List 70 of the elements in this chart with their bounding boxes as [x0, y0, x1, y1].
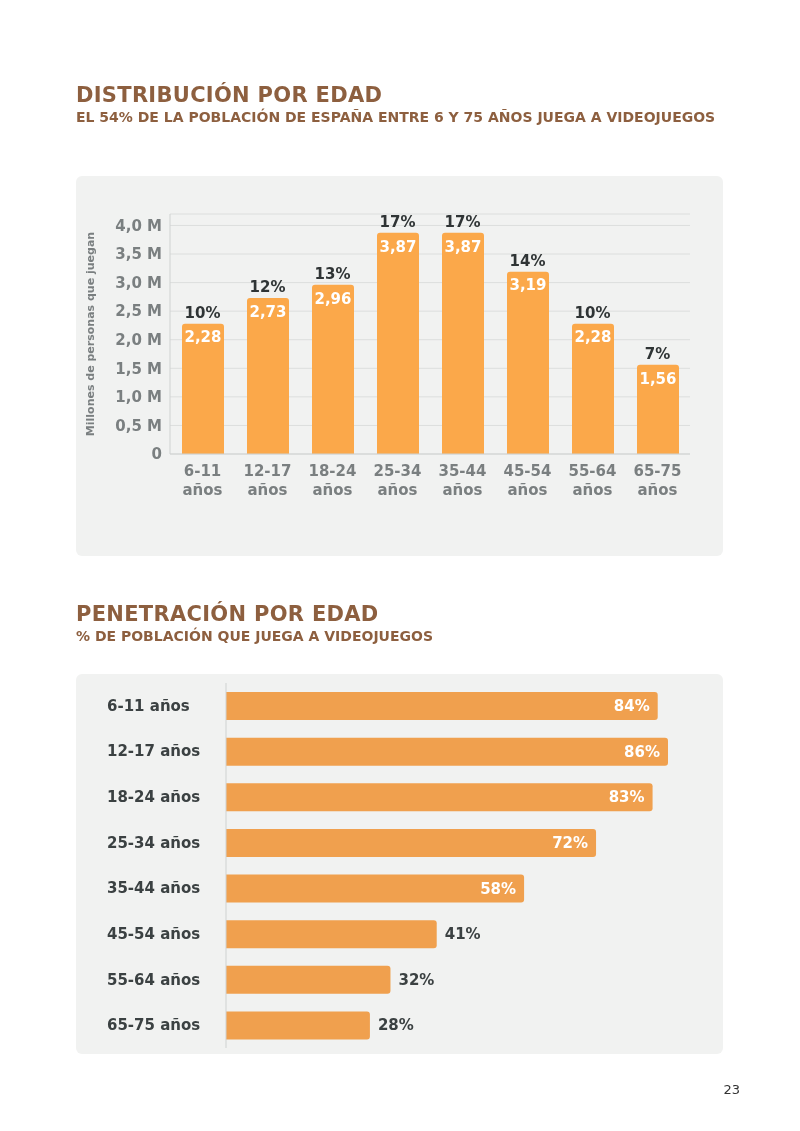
bar — [226, 1011, 370, 1040]
y-tick-label: 3,5 M — [115, 245, 162, 264]
bar — [226, 692, 658, 720]
bar — [637, 364, 679, 454]
y-tick-label: 1,5 M — [115, 359, 162, 378]
data-label: 86% — [624, 742, 660, 761]
bar — [377, 232, 419, 454]
bar — [226, 874, 525, 903]
data-label: 2,73 — [249, 302, 287, 321]
data-label: 2,28 — [574, 328, 612, 347]
data-label: 72% — [552, 833, 589, 852]
y-tick-label: 35-44 años — [107, 879, 201, 898]
y-tick-label: 4,0 M — [115, 216, 162, 235]
y-tick-label: 45-54 años — [107, 924, 201, 943]
data-label: 3,19 — [509, 276, 547, 295]
y-tick-label: 2,0 M — [115, 331, 162, 350]
annotation: 14% — [509, 251, 546, 270]
annotation: 7% — [644, 344, 671, 363]
data-label: 32% — [398, 970, 435, 989]
chart-title: PENETRACIÓN POR EDAD — [76, 602, 380, 626]
data-label: 41% — [444, 925, 481, 944]
y-tick-label: 6-11 años — [107, 696, 190, 715]
data-label: 3,87 — [379, 237, 417, 256]
y-tick-label: 12-17 años — [107, 742, 201, 761]
x-tick-label: 12-17 años — [243, 462, 292, 499]
data-label: 28% — [377, 1016, 414, 1035]
data-label: 58% — [480, 879, 517, 898]
y-tick-label: 65-75 años — [107, 1016, 201, 1035]
chart-subtitle: EL 54% DE LA POBLACIÓN DE ESPAÑA ENTRE 6 Y 75 AÑOS JUEGA A VIDEOJUEGOS — [76, 108, 716, 127]
chart-subtitle: % DE POBLACIÓN QUE JUEGA A VIDEOJUEGOS — [76, 627, 435, 646]
bar — [312, 284, 354, 454]
x-tick-label: 35-44 años — [438, 462, 487, 499]
bar — [247, 298, 289, 454]
annotation: 10% — [184, 303, 221, 322]
bar — [226, 828, 597, 857]
y-tick-label: 25-34 años — [107, 833, 201, 852]
data-label: 3,87 — [444, 237, 482, 256]
y-tick-label: 0 — [151, 445, 162, 464]
annotation: 10% — [574, 303, 611, 322]
bar — [182, 323, 224, 454]
annotation: 17% — [379, 212, 416, 231]
data-label: 84% — [613, 697, 650, 715]
data-label: 2,96 — [314, 289, 352, 308]
data-label: 83% — [608, 788, 645, 807]
annotation: 17% — [444, 212, 481, 231]
bar — [226, 737, 668, 766]
bar — [226, 965, 391, 994]
y-tick-label: 55-64 años — [107, 970, 201, 989]
x-tick-label: 25-34 años — [373, 462, 422, 499]
annotation: 13% — [314, 264, 351, 283]
x-tick-label: 18-24 años — [308, 462, 357, 499]
bar — [442, 232, 484, 454]
x-tick-label: 45-54 años — [503, 462, 552, 499]
bar — [507, 271, 549, 454]
y-tick-label: 3,0 M — [115, 273, 162, 292]
data-label: 1,56 — [639, 369, 677, 388]
y-axis-title: Millones de personas que juegan — [83, 231, 97, 437]
data-label: 2,28 — [184, 328, 222, 347]
y-tick-label: 0,5 M — [115, 416, 162, 435]
y-tick-label: 1,0 M — [115, 388, 162, 407]
x-tick-label: 55-64 años — [568, 462, 617, 499]
bar — [572, 323, 614, 454]
bar — [226, 920, 437, 949]
annotation: 12% — [249, 278, 286, 296]
chart-title: DISTRIBUCIÓN POR EDAD — [76, 83, 384, 107]
y-tick-label: 2,5 M — [115, 302, 162, 321]
y-tick-label: 18-24 años — [107, 788, 201, 807]
text: 23 — [723, 1082, 740, 1097]
bar — [226, 783, 653, 812]
x-tick-label: 65-75 años — [633, 462, 682, 499]
